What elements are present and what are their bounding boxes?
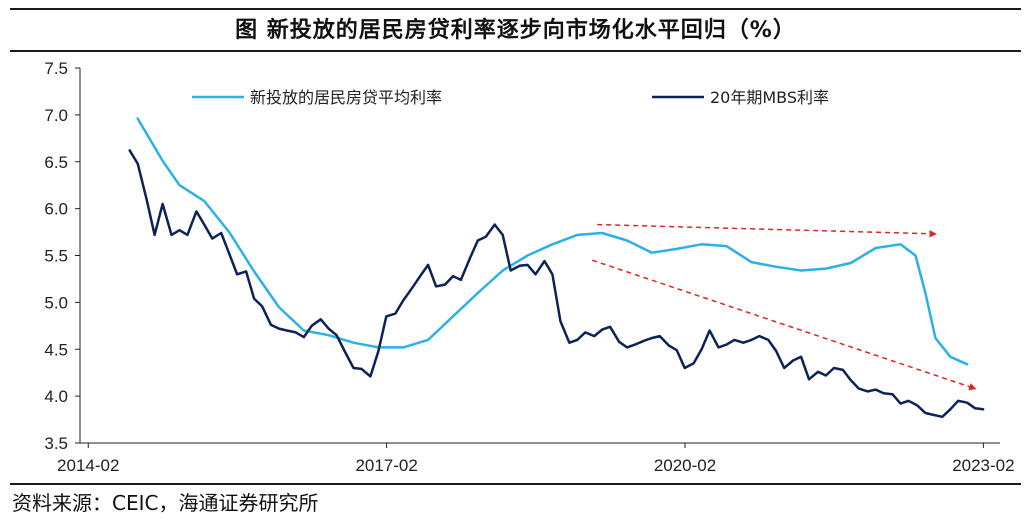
legend-label: 20年期MBS利率 bbox=[710, 88, 829, 107]
y-tick-label: 4.0 bbox=[44, 387, 68, 406]
series-line-mbs-rate bbox=[128, 149, 985, 419]
source-note: 资料来源：CEIC，海通证券研究所 bbox=[12, 491, 319, 515]
y-tick-label: 3.5 bbox=[44, 434, 68, 453]
series-line-mortgage-rate bbox=[136, 117, 969, 366]
y-tick-label: 6.5 bbox=[44, 153, 68, 172]
trend-arrow bbox=[597, 223, 937, 238]
legend: 新投放的居民房贷平均利率 20年期MBS利率 bbox=[192, 88, 829, 107]
title-top-rule bbox=[10, 8, 1021, 10]
y-tick-label: 7.5 bbox=[44, 59, 68, 78]
legend-label: 新投放的居民房贷平均利率 bbox=[250, 88, 442, 107]
source-top-rule bbox=[10, 483, 1021, 485]
x-tick-label: 2020-02 bbox=[654, 456, 716, 475]
y-tick-label: 6.0 bbox=[44, 200, 68, 219]
y-tick-label: 7.0 bbox=[44, 106, 68, 125]
x-tick-label: 2023-02 bbox=[952, 456, 1014, 475]
series-group bbox=[128, 117, 985, 419]
y-tick-group: 7.5 7.0 6.5 6.0 5.5 5.0 4.5 4.0 3.5 bbox=[44, 59, 80, 453]
title-bottom-rule bbox=[10, 50, 1021, 52]
x-tick-label: 2017-02 bbox=[355, 456, 417, 475]
trend-arrow bbox=[591, 259, 977, 391]
y-tick-label: 4.5 bbox=[44, 340, 68, 359]
x-tick-label: 2014-02 bbox=[57, 456, 119, 475]
chart-title: 图 新投放的居民房贷利率逐步向市场化水平回归（%） bbox=[235, 18, 796, 43]
y-tick-label: 5.0 bbox=[44, 293, 68, 312]
y-tick-label: 5.5 bbox=[44, 247, 68, 266]
x-tick-group: 2014-02 2017-02 2020-02 2023-02 bbox=[57, 443, 1015, 475]
trend-annotations bbox=[591, 223, 977, 391]
